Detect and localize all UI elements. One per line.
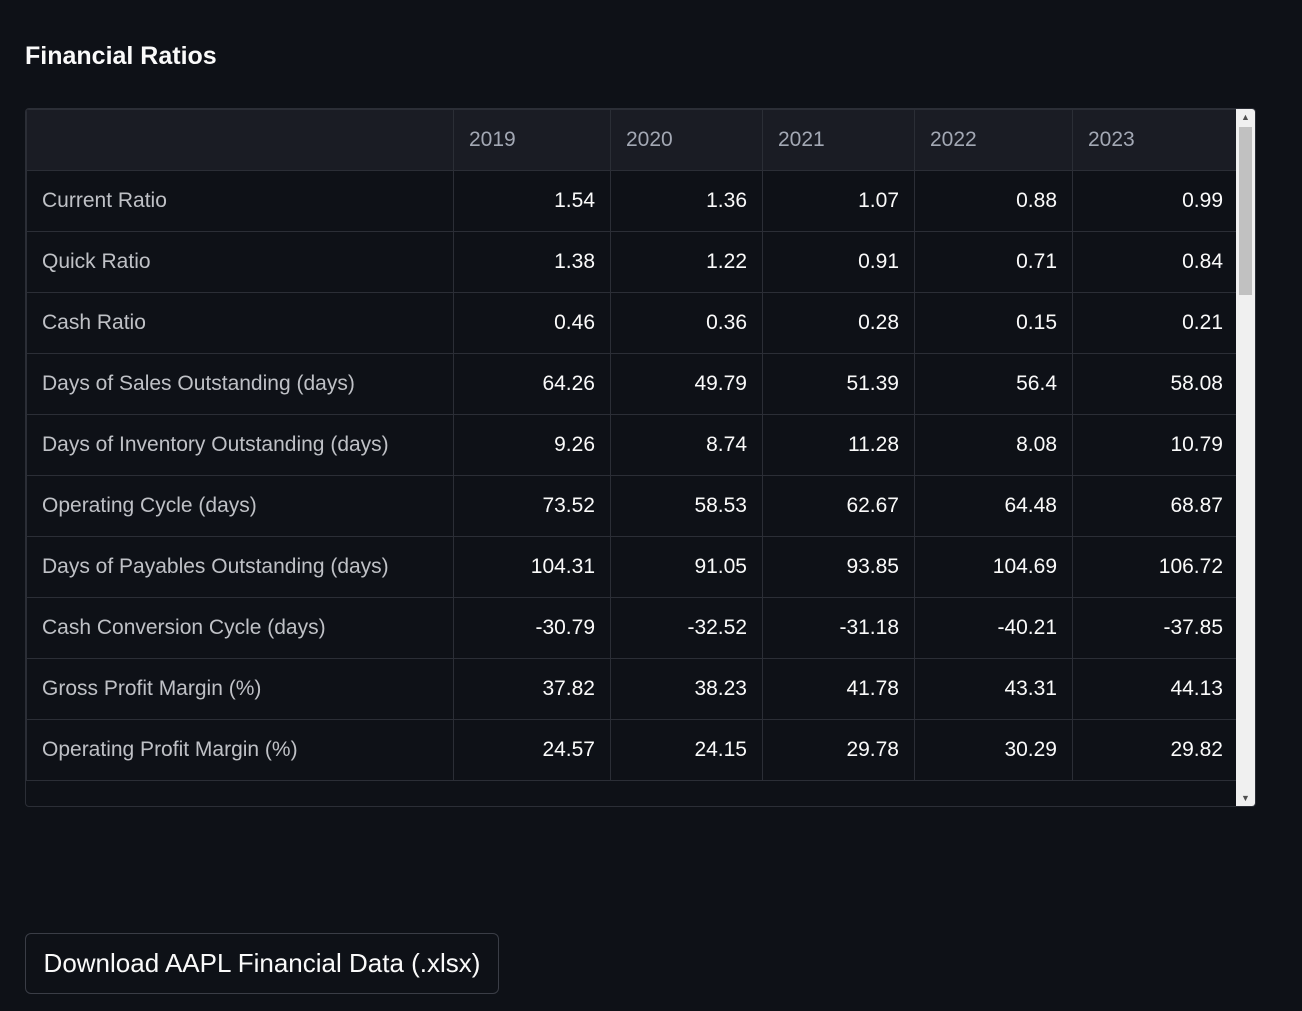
cell-value: 24.57 xyxy=(453,719,611,781)
column-header[interactable]: 2019 xyxy=(453,109,611,171)
cell-value: 73.52 xyxy=(453,475,611,537)
cell-value: 0.36 xyxy=(610,292,763,354)
cell-value: 8.08 xyxy=(914,414,1073,476)
scroll-up[interactable]: ▲ xyxy=(1241,112,1250,122)
cell-value: 62.67 xyxy=(762,475,915,537)
cell-value: 0.46 xyxy=(453,292,611,354)
cell-value: 1.22 xyxy=(610,231,763,293)
cell-value: 106.72 xyxy=(1072,536,1239,598)
cell-value: 1.36 xyxy=(610,170,763,232)
cell-value: 24.15 xyxy=(610,719,763,781)
cell-value: 104.31 xyxy=(453,536,611,598)
column-header[interactable]: 2021 xyxy=(762,109,915,171)
table-row: Days of Sales Outstanding (days) 64.26 49.… xyxy=(26,353,1239,415)
scroll-down[interactable]: ▼ xyxy=(1241,793,1250,803)
cell-value: 0.88 xyxy=(914,170,1073,232)
scroll-thumb[interactable] xyxy=(1239,127,1252,295)
table-row: Operating Cycle (days) 73.52 58.53 62.67 64.… xyxy=(26,475,1239,537)
row-label: Days of Sales Outstanding (days) xyxy=(26,353,454,415)
row-label: Cash Ratio xyxy=(26,292,454,354)
cell-value: 11.28 xyxy=(762,414,915,476)
cell-value: 10.79 xyxy=(1072,414,1239,476)
cell-value: 0.15 xyxy=(914,292,1073,354)
cell-value: -31.18 xyxy=(762,597,915,659)
section-title: Financial Ratios xyxy=(25,42,217,70)
cell-value: 0.91 xyxy=(762,231,915,293)
cell-value: 104.69 xyxy=(914,536,1073,598)
cell-value: 91.05 xyxy=(610,536,763,598)
cell-value: 56.4 xyxy=(914,353,1073,415)
cell-value: 29.82 xyxy=(1072,719,1239,781)
row-label: Cash Conversion Cycle (days) xyxy=(26,597,454,659)
column-header[interactable]: 2022 xyxy=(914,109,1073,171)
header-row: 2019 2020 2021 2022 2023 xyxy=(26,109,1239,171)
table-row: Operating Profit Margin (%) 24.57 24.15 29.… xyxy=(26,719,1239,781)
row-label: Operating Profit Margin (%) xyxy=(26,719,454,781)
row-label: Quick Ratio xyxy=(26,231,454,293)
table: 2019 2020 2021 2022 2023 Current Ratio 1.54 1.… xyxy=(26,109,1239,781)
cell-value: 1.07 xyxy=(762,170,915,232)
cell-value: 1.38 xyxy=(453,231,611,293)
cell-value: 68.87 xyxy=(1072,475,1239,537)
cell-value: 37.82 xyxy=(453,658,611,720)
cell-value: 58.08 xyxy=(1072,353,1239,415)
table-row: Cash Conversion Cycle (days) -30.79 -32.52… xyxy=(26,597,1239,659)
index-header xyxy=(26,109,454,171)
row-label: Days of Inventory Outstanding (days) xyxy=(26,414,454,476)
cell-value: 43.31 xyxy=(914,658,1073,720)
cell-value: -32.52 xyxy=(610,597,763,659)
cell-value: 44.13 xyxy=(1072,658,1239,720)
cell-value: 0.71 xyxy=(914,231,1073,293)
table-row: Days of Inventory Outstanding (days) 9.26… xyxy=(26,414,1239,476)
row-label: Gross Profit Margin (%) xyxy=(26,658,454,720)
cell-value: 38.23 xyxy=(610,658,763,720)
table-row: Days of Payables Outstanding (days) 104.3… xyxy=(26,536,1239,598)
cell-value: -37.85 xyxy=(1072,597,1239,659)
table-row: Quick Ratio 1.38 1.22 0.91 0.71 0.84 xyxy=(26,231,1239,293)
cell-value: 0.21 xyxy=(1072,292,1239,354)
cell-value: 51.39 xyxy=(762,353,915,415)
cell-value: -40.21 xyxy=(914,597,1073,659)
scrollbar[interactable]: ▲ ▼ xyxy=(1236,109,1255,806)
row-label: Days of Payables Outstanding (days) xyxy=(26,536,454,598)
cell-value: 29.78 xyxy=(762,719,915,781)
cell-value: 30.29 xyxy=(914,719,1073,781)
row-label: Current Ratio xyxy=(26,170,454,232)
cell-value: 9.26 xyxy=(453,414,611,476)
cell-value: 58.53 xyxy=(610,475,763,537)
cell-value: 93.85 xyxy=(762,536,915,598)
cell-value: 64.48 xyxy=(914,475,1073,537)
table-row: Cash Ratio 0.46 0.36 0.28 0.15 0.21 xyxy=(26,292,1239,354)
row-label: Operating Cycle (days) xyxy=(26,475,454,537)
cell-value: 64.26 xyxy=(453,353,611,415)
table-row: Gross Profit Margin (%) 37.82 38.23 41.78 43… xyxy=(26,658,1239,720)
column-header[interactable]: 2020 xyxy=(610,109,763,171)
cell-value: 0.84 xyxy=(1072,231,1239,293)
cell-value: 8.74 xyxy=(610,414,763,476)
download-button[interactable]: Download AAPL Financial Data (.xlsx) xyxy=(25,933,499,994)
cell-value: 0.99 xyxy=(1072,170,1239,232)
cell-value: 41.78 xyxy=(762,658,915,720)
column-header[interactable]: 2023 xyxy=(1072,109,1239,171)
cell-value: 49.79 xyxy=(610,353,763,415)
cell-value: -30.79 xyxy=(453,597,611,659)
cell-value: 1.54 xyxy=(453,170,611,232)
cell-value: 0.28 xyxy=(762,292,915,354)
data-grid[interactable]: 2019 2020 2021 2022 2023 Current Ratio 1.54 1.… xyxy=(25,108,1256,807)
table-row: Current Ratio 1.54 1.36 1.07 0.88 0.99 xyxy=(26,170,1239,232)
